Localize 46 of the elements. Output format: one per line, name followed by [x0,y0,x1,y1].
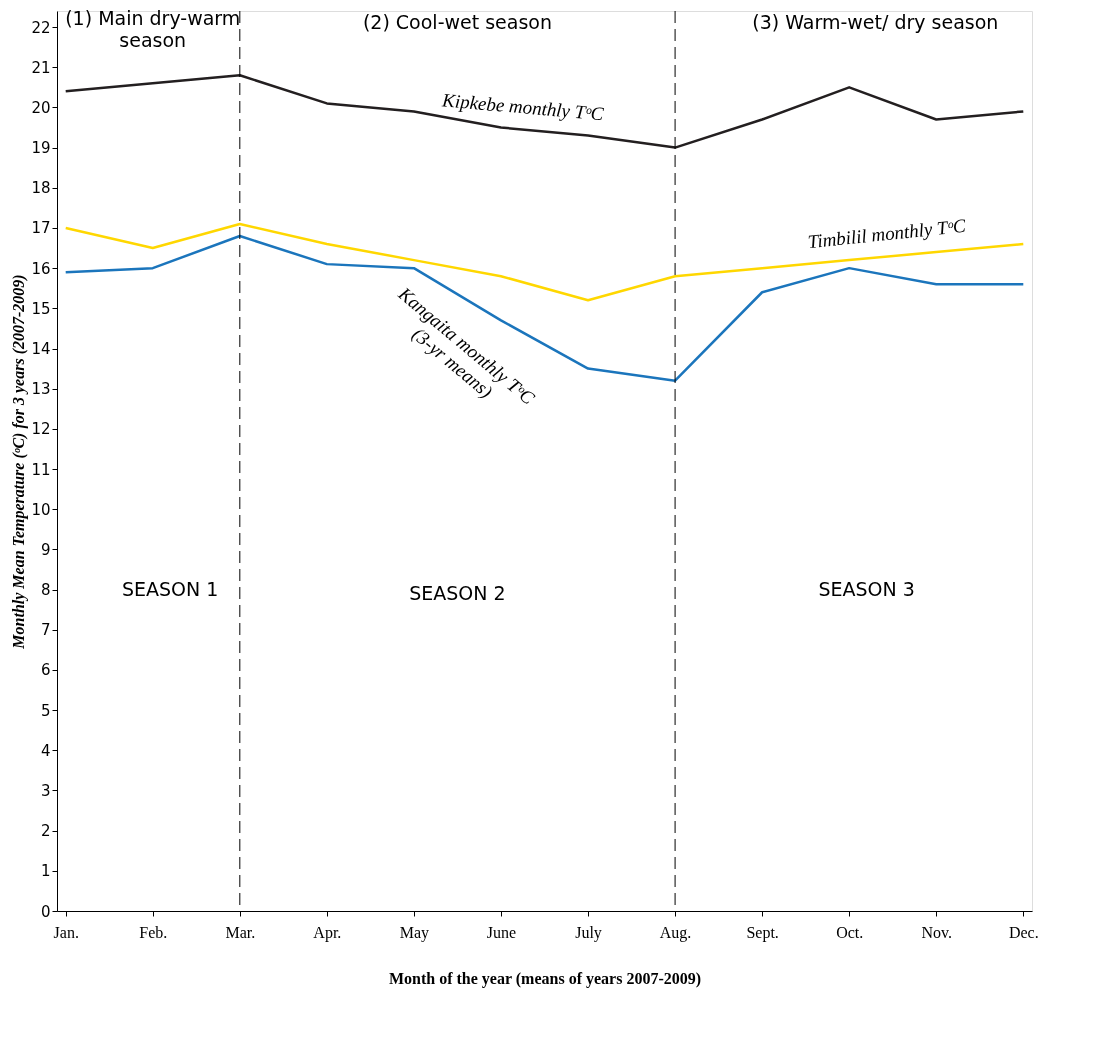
y-tick-label: 12 [31,420,51,439]
y-tick-label: 14 [31,340,51,358]
x-tick-label: Apr. [313,923,342,942]
x-tick-label: Sept. [746,923,779,942]
x-tick-label: Jan. [53,923,79,941]
y-tick-label: 22 [31,18,51,37]
y-tick-label: 0 [40,902,51,921]
y-tick-label: 2 [40,822,51,841]
y-tick-label: 6 [40,661,51,680]
x-tick-label: Nov. [921,923,952,941]
y-tick-label: 5 [40,701,51,720]
x-tick-label: Mar. [225,923,256,941]
y-tick-label: 8 [40,581,51,600]
x-axis-title: Month of the year (means of years 2007-2009) [388,969,702,988]
annotation: (2) Cool-wet season [362,11,553,34]
x-tick-label: Oct. [836,923,864,941]
annotation: SEASON 1 [121,577,219,600]
y-tick-label: 20 [31,98,51,117]
y-tick-label: 15 [31,299,51,318]
x-tick-label: Dec. [1008,923,1039,941]
annotation: (1) Main dry-warm season [65,7,241,52]
x-tick-label: July [575,923,602,942]
y-tick-label: 21 [31,58,51,77]
y-tick-label: 9 [40,540,51,559]
y-tick-label: 10 [31,500,51,519]
y-tick-label: 11 [31,460,51,479]
series-label: Kipkebe monthly TᵒC [440,89,605,125]
annotation: SEASON 2 [409,581,506,604]
annotation: SEASON 3 [818,577,915,600]
y-tick-label: 3 [40,781,51,800]
y-tick-label: 7 [40,621,51,640]
x-tick-label: May [399,923,430,942]
y-tick-label: 1 [40,862,51,881]
annotation: (3) Warm-wet/ dry season [752,11,999,34]
y-tick-label: 16 [31,259,51,278]
x-tick-label: June [486,923,517,941]
x-tick-label: Aug. [659,923,692,942]
text: Timbilil monthly TᵒC [806,214,967,253]
y-tick-label: 17 [31,219,51,238]
x-tick-label: Feb. [139,923,168,941]
y-tick-label: 19 [31,139,51,158]
y-tick-label: 18 [31,179,51,198]
y-axis-title: Monthly Mean Temperature (ᵒC) for 3 years (2007-2009) [10,274,29,650]
line-series [64,74,1025,149]
y-tick-label: 4 [40,741,51,760]
y-tick-label: 13 [31,380,51,399]
